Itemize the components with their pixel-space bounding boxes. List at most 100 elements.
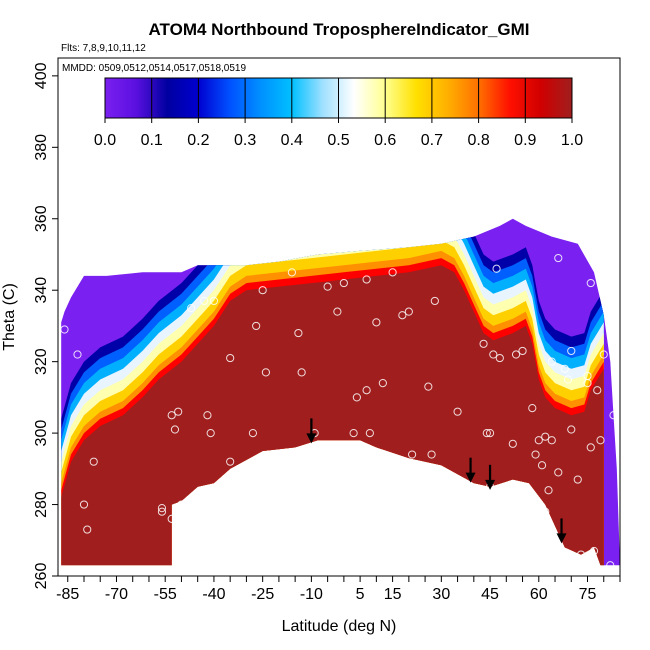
colorbar-tick-label: 0.0 <box>94 132 116 149</box>
observation-point <box>157 504 167 513</box>
observation-point <box>554 253 563 263</box>
observation-point <box>560 364 569 373</box>
observation-point <box>261 368 271 377</box>
y-tick-label: 320 <box>33 348 50 375</box>
x-tick-label: 75 <box>579 586 597 603</box>
arrow-marker <box>556 518 567 544</box>
observation-point <box>294 328 303 338</box>
observation-point <box>226 457 235 466</box>
colorbar-tick-label: 0.3 <box>234 132 256 149</box>
observation-point <box>89 457 98 466</box>
arrow-marker <box>485 464 496 490</box>
observation-point <box>609 411 618 420</box>
observation-point <box>79 500 89 509</box>
y-tick-label: 280 <box>33 491 50 518</box>
x-tick-label: 60 <box>530 586 548 603</box>
observation-point <box>485 429 495 438</box>
observation-point <box>226 353 235 363</box>
colorbar-tick-label: 0.1 <box>141 132 163 149</box>
observation-point <box>206 429 215 438</box>
observation-point <box>430 296 439 306</box>
observation-point <box>349 429 358 438</box>
observation-point <box>170 425 180 434</box>
observation-point <box>589 546 599 556</box>
observation-point <box>167 514 176 523</box>
observation-point <box>258 286 267 295</box>
colorbar-tick-label: 0.9 <box>514 132 536 149</box>
arrow-marker <box>465 457 476 483</box>
y-tick-label: 400 <box>33 62 50 89</box>
observation-point <box>596 268 605 277</box>
observation-point <box>554 468 563 477</box>
observation-point <box>563 375 573 384</box>
observation-point <box>424 382 433 391</box>
observation-point <box>404 307 413 316</box>
colorbar-tick-label: 0.5 <box>327 132 349 149</box>
x-tick-label: -55 <box>154 586 177 603</box>
x-tick-label: -70 <box>105 586 128 603</box>
observation-point <box>489 350 498 359</box>
observation-point <box>362 386 371 395</box>
observation-point <box>372 318 381 327</box>
observation-point <box>567 346 576 356</box>
observation-point <box>586 278 595 288</box>
plot-area <box>60 218 620 570</box>
observation-point <box>567 425 576 434</box>
observation-point <box>157 507 167 516</box>
colorbar-tick-label: 0.4 <box>281 132 303 149</box>
observation-point <box>339 278 348 288</box>
observation-point <box>537 461 547 470</box>
observation-point <box>60 325 69 334</box>
observation-point <box>297 368 306 377</box>
observation-point <box>583 371 592 381</box>
observation-point <box>482 429 491 438</box>
x-tick-label: -10 <box>300 586 323 603</box>
observation-point <box>378 378 387 388</box>
observation-point <box>388 268 397 277</box>
x-tick-label: -85 <box>56 586 79 603</box>
observation-point <box>479 339 488 348</box>
observation-point <box>593 386 602 395</box>
colorbar-tick-label: 1.0 <box>561 132 583 149</box>
y-axis-label: Theta (C) <box>1 283 18 351</box>
observation-point <box>209 296 219 306</box>
observation-point <box>547 357 556 366</box>
chart-subtitle: Flts: 7,8,9,10,11,12 <box>61 43 146 54</box>
observation-point <box>365 429 374 438</box>
observation-point <box>544 486 553 495</box>
observation-point <box>453 407 462 416</box>
observation-point <box>187 303 196 313</box>
x-tick-label: 30 <box>432 586 450 603</box>
observation-point <box>534 436 543 445</box>
observation-point <box>492 264 501 273</box>
observation-point <box>167 411 176 420</box>
observation-point <box>528 403 537 413</box>
observation-point <box>576 550 586 559</box>
observation-point <box>362 275 371 284</box>
x-tick-label: -25 <box>251 586 274 603</box>
observation-point <box>596 436 605 445</box>
x-tick-label: 15 <box>384 586 402 603</box>
observation-point <box>287 268 296 277</box>
colorbar: 0.0 0.1 0.2 0.3 0.4 0.5 0.6 0.7 0.8 0.9 1.0 <box>94 77 583 149</box>
colorbar-tick-label: 0.6 <box>374 132 396 149</box>
observation-point <box>606 561 615 570</box>
y-tick-label: 300 <box>33 420 50 447</box>
colorbar-tick-label: 0.8 <box>467 132 489 149</box>
observation-point <box>83 525 92 534</box>
observation-point <box>518 346 527 356</box>
observation-point <box>73 350 82 359</box>
x-axis: -85 -70 -55 -40 -25 -10 5 15 30 45 60 75 <box>56 575 621 603</box>
x-axis-label: Latitude (deg N) <box>282 618 397 635</box>
observation-point <box>252 321 261 331</box>
colorbar-tick-label: 0.2 <box>187 132 209 149</box>
observation-point <box>174 407 183 416</box>
observation-point <box>495 353 504 363</box>
observation-point <box>427 450 436 459</box>
y-axis: 260 280 300 320 340 360 380 400 <box>33 62 58 589</box>
observation-point <box>248 429 258 438</box>
observation-point <box>511 350 521 359</box>
y-tick-label: 380 <box>33 134 50 161</box>
observation-point <box>541 432 550 441</box>
